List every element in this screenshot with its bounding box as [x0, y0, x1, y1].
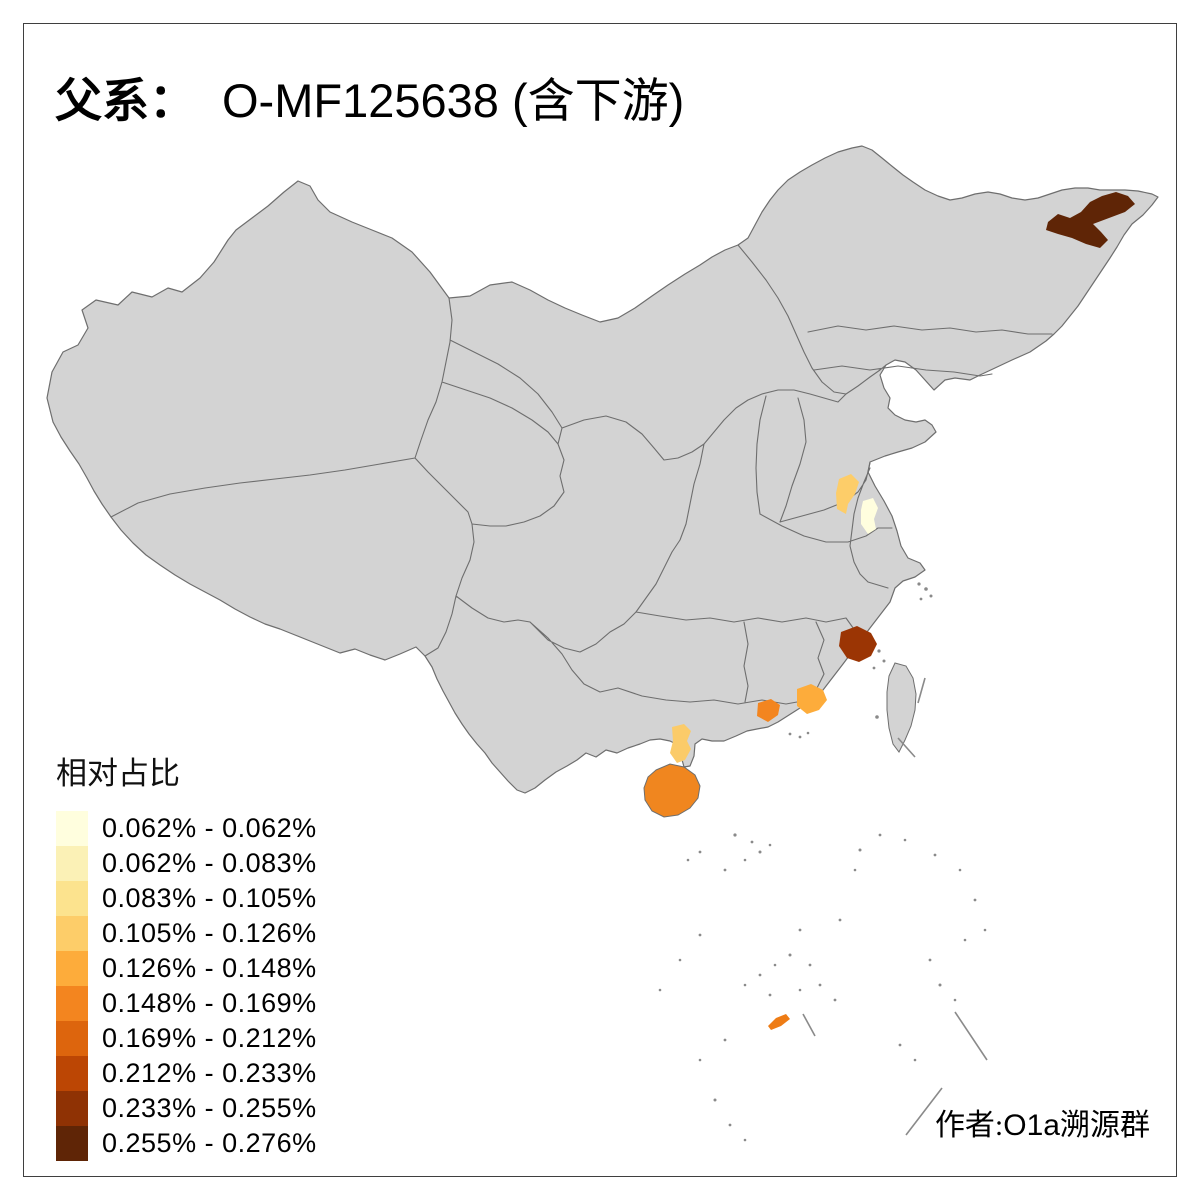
legend-row: 0.062% - 0.062% [56, 811, 317, 846]
sea-boundary-lines [802, 677, 988, 1136]
author-credit: 作者:O1a溯源群 [935, 1100, 1150, 1144]
mainland-china-shape [46, 145, 1159, 794]
legend-label: 0.233% - 0.255% [102, 1093, 317, 1123]
legend-label: 0.212% - 0.233% [102, 1058, 317, 1088]
legend-swatch [56, 1091, 88, 1126]
legend-swatch [56, 916, 88, 951]
map-layer [46, 145, 1159, 1142]
author-prefix: 作者: [934, 1109, 1004, 1142]
region-guangdong-east-chaoshan [797, 684, 827, 714]
legend-label: 0.255% - 0.276% [102, 1128, 317, 1158]
legend-label: 0.062% - 0.083% [102, 848, 317, 878]
legend-swatch [56, 881, 88, 916]
legend-row: 0.126% - 0.148% [56, 951, 317, 986]
region-hainan [643, 763, 701, 818]
legend-row: 0.083% - 0.105% [56, 881, 317, 916]
region-heilongjiang-east [1046, 192, 1135, 248]
legend-row: 0.169% - 0.212% [56, 1021, 317, 1056]
legend-swatch [56, 986, 88, 1021]
legend-row: 0.233% - 0.255% [56, 1091, 317, 1126]
legend-row: 0.255% - 0.276% [56, 1126, 317, 1161]
legend-swatch [56, 951, 88, 986]
legend-title: 相对占比 [56, 756, 180, 791]
legend-label: 0.148% - 0.169% [102, 988, 317, 1018]
region-south-china-sea-island [768, 1014, 790, 1030]
legend-label: 0.169% - 0.212% [102, 1023, 317, 1053]
legend-swatch [56, 811, 88, 846]
legend-swatch [56, 846, 88, 881]
legend-swatch [56, 1126, 88, 1161]
author-suffix: 溯源群 [1060, 1109, 1150, 1142]
legend-label: 0.105% - 0.126% [102, 918, 317, 948]
region-jiangsu-northwest [836, 474, 859, 514]
legend-row: 0.212% - 0.233% [56, 1056, 317, 1091]
taiwan-island [886, 662, 917, 753]
region-guangdong-west [757, 699, 780, 722]
legend-label: 0.062% - 0.062% [102, 813, 317, 843]
small-islands [658, 582, 987, 1142]
legend-row: 0.105% - 0.126% [56, 916, 317, 951]
region-fujian-coastal [839, 626, 877, 662]
legend-label: 0.083% - 0.105% [102, 883, 317, 913]
legend-row: 0.148% - 0.169% [56, 986, 317, 1021]
legend-label: 0.126% - 0.148% [102, 953, 317, 983]
legend: 相对占比 0.062% - 0.062% 0.062% - 0.083% 0.0… [56, 748, 317, 1161]
legend-swatch [56, 1021, 88, 1056]
title-haplogroup: O-MF125638 (含下游) [222, 74, 685, 127]
legend-swatch [56, 1056, 88, 1091]
title-prefix: 父系： [55, 76, 196, 128]
region-jiangsu-central [861, 498, 878, 534]
province-borders [110, 244, 1053, 705]
author-latin: O1a [1003, 1109, 1060, 1142]
region-zhanjiang-leizhou [670, 724, 691, 763]
legend-row: 0.062% - 0.083% [56, 846, 317, 881]
page-title: 父系： O-MF125638 (含下游) [55, 62, 684, 131]
